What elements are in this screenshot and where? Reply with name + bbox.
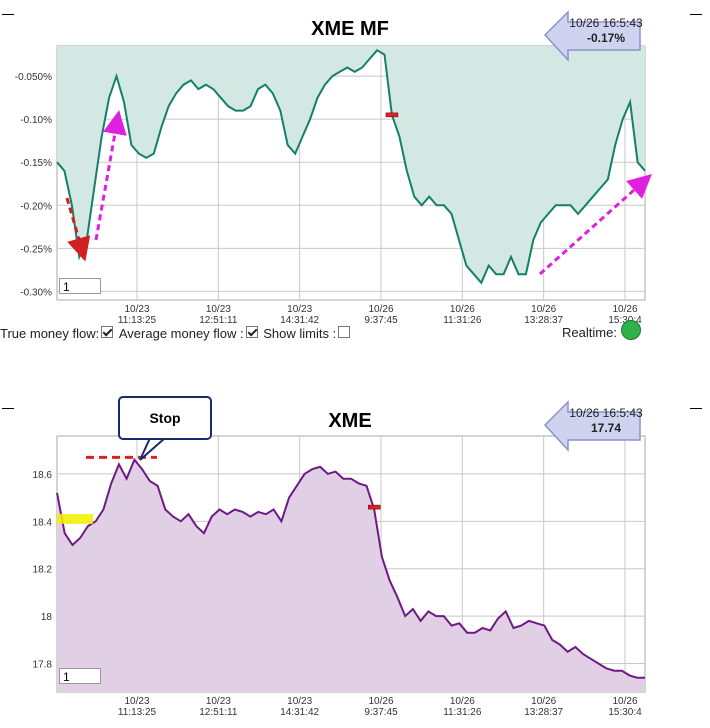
chart1-series-line — [56, 49, 646, 285]
chart1-y-tick-label: -0.30% — [20, 287, 52, 298]
chart1-x-tick-date: 10/26 — [368, 304, 393, 315]
mid-right-dash — [690, 408, 702, 409]
top-right-dash — [690, 14, 702, 15]
chart2-x-tick-time: 15:30:4 — [608, 707, 642, 718]
stop-callout: Stop — [118, 396, 212, 440]
chart2-x-tick-date: 10/26 — [368, 696, 393, 707]
chart2-entry-highlight — [57, 513, 93, 524]
chart1-x-tick-date: 10/23 — [287, 304, 312, 315]
chart1-x-tick-date: 10/23 — [124, 304, 149, 315]
chart1-info-arrow-icon — [543, 10, 641, 62]
chart2-info-time: 10/26 16:5:43 — [569, 406, 643, 420]
chart2-x-tick-date: 10/23 — [206, 696, 231, 707]
chart2-y-tick-label: 18.6 — [33, 470, 53, 481]
chart2-info-value-text: 17.74 — [590, 421, 622, 435]
mid-left-dash — [2, 408, 14, 409]
stop-callout-pointer — [139, 437, 168, 461]
chart1-x-tick-time: 11:13:25 — [118, 315, 157, 326]
chart2-x-tick-date: 10/23 — [124, 696, 149, 707]
chart1-x-tick-time: 9:37:45 — [364, 315, 398, 326]
realtime-label: Realtime: — [562, 325, 617, 340]
chart1-info-value: -0.17% — [566, 31, 646, 45]
chart2-x-tick-time: 14:31:42 — [280, 707, 319, 718]
chart2-area-fill — [57, 459, 645, 692]
chart2-title: XME — [328, 410, 372, 432]
chart1-y-tick-label: -0.10% — [20, 115, 52, 126]
chart1-y-tick-label: -0.050% — [15, 72, 52, 83]
chart1-y-tick-label: -0.20% — [20, 201, 52, 212]
chart2-x-tick-time: 12:51:11 — [199, 707, 238, 718]
chart1-info-value-text: -0.17% — [586, 31, 626, 45]
chart1-x-tick-date: 10/26 — [531, 304, 556, 315]
top-left-dash — [2, 14, 14, 15]
chart1-x-tick-time: 11:31:26 — [443, 315, 482, 326]
chart1-period-input[interactable]: 1 — [59, 278, 101, 294]
chart1-area-fill — [57, 46, 645, 283]
true-money-flow-checkbox[interactable] — [101, 326, 114, 338]
show-limits-label: Show limits : — [263, 326, 337, 342]
chart1-x-tick-time: 14:31:42 — [280, 315, 319, 326]
chart2-info-value: 17.74 — [566, 421, 646, 435]
chart2-x-tick-time: 13:28:37 — [524, 707, 563, 718]
average-money-flow-checkbox[interactable] — [245, 326, 258, 338]
chart2-x-tick-date: 10/26 — [531, 696, 556, 707]
average-money-flow-label: Average money flow : — [118, 326, 244, 342]
chart2-x-tick-date: 10/26 — [450, 696, 475, 707]
chart2-y-tick-label: 18 — [41, 612, 53, 623]
chart1-down-arrow — [65, 197, 91, 262]
chart1-recovery-arrow — [539, 174, 652, 276]
chart1-x-tick-date: 10/26 — [612, 304, 637, 315]
chart1-y-tick-label: -0.15% — [20, 158, 52, 169]
chart1-session-marker — [385, 112, 399, 118]
chart1-x-tick-date: 10/26 — [450, 304, 475, 315]
show-limits-checkbox[interactable] — [338, 326, 351, 338]
chart1-y-tick-label: -0.25% — [20, 244, 52, 255]
chart2-y-tick-label: 18.4 — [33, 517, 53, 528]
money-flow-chart: -0.050% -0.10% -0.15% -0.20% -0.25% -0.30% 10/… — [15, 10, 652, 326]
chart2-x-tick-time: 11:13:25 — [118, 707, 157, 718]
chart2-x-tick-date: 10/26 — [612, 696, 637, 707]
true-money-flow-label: True money flow: — [0, 326, 100, 342]
chart2-x-tick-time: 11:31:26 — [443, 707, 482, 718]
chart2-x-tick-date: 10/23 — [287, 696, 312, 707]
chart2-session-marker — [367, 504, 381, 510]
chart1-title: XME MF — [311, 18, 389, 40]
chart2-y-tick-label: 18.2 — [33, 565, 53, 576]
chart1-info-time: 10/26 16:5:43 — [569, 16, 643, 30]
chart2-series-line — [56, 457, 645, 679]
chart2-period-input[interactable]: 1 — [59, 668, 101, 684]
chart2-plot-area — [56, 435, 646, 693]
chart1-x-tick-time: 12:51:11 — [199, 315, 238, 326]
chart1-x-tick-date: 10/23 — [206, 304, 231, 315]
chart1-x-tick-time: 13:28:37 — [524, 315, 563, 326]
chart2-y-tick-label: 17.8 — [33, 660, 53, 671]
chart-controls: True money flow: Average money flow : Sh… — [0, 325, 352, 341]
realtime-indicator-icon[interactable] — [621, 320, 641, 340]
chart2-x-tick-time: 9:37:45 — [364, 707, 398, 718]
